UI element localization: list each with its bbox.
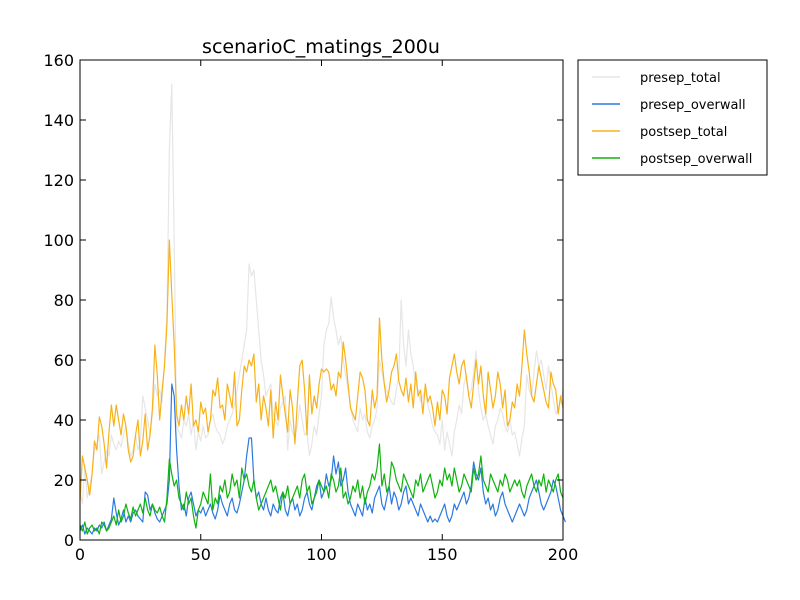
legend-box <box>577 59 768 176</box>
series-line-presep_overwall <box>79 383 566 535</box>
y-tick-label: 140 <box>43 111 74 130</box>
y-tick-label: 20 <box>54 471 74 490</box>
y-tick-label: 60 <box>54 351 74 370</box>
legend-label-presep_overwall: presep_overwall <box>640 98 746 113</box>
legend-label-presep_total: presep_total <box>640 71 721 86</box>
y-tick-label: 120 <box>43 171 74 190</box>
y-tick-label: 160 <box>43 51 74 70</box>
series-line-postsep_total <box>79 239 564 502</box>
chart-title: scenarioC_matings_200u <box>202 36 440 58</box>
x-tick-label: 100 <box>306 545 337 564</box>
legend-items: presep_total presep_overwall postsep_total… <box>592 71 752 167</box>
legend-label-postsep_total: postsep_total <box>640 125 727 140</box>
series-line-postsep_overwall <box>79 443 564 535</box>
series-layer <box>79 83 566 535</box>
y-tick-label: 0 <box>64 531 74 550</box>
y-tick-label: 40 <box>54 411 74 430</box>
axis-ticks: 0 50 100 150 200 0 20 40 60 80 100 120 140 160 <box>43 51 578 564</box>
series-line-presep_total <box>79 83 564 505</box>
y-tick-label: 100 <box>43 231 74 250</box>
legend: presep_total presep_overwall postsep_total… <box>577 59 768 176</box>
plot-area-frame <box>79 59 564 541</box>
y-tick-label: 80 <box>54 291 74 310</box>
legend-label-postsep_overwall: postsep_overwall <box>640 152 752 167</box>
x-tick-label: 50 <box>191 545 211 564</box>
x-tick-label: 200 <box>548 545 579 564</box>
x-tick-label: 150 <box>427 545 458 564</box>
x-tick-label: 0 <box>75 545 85 564</box>
